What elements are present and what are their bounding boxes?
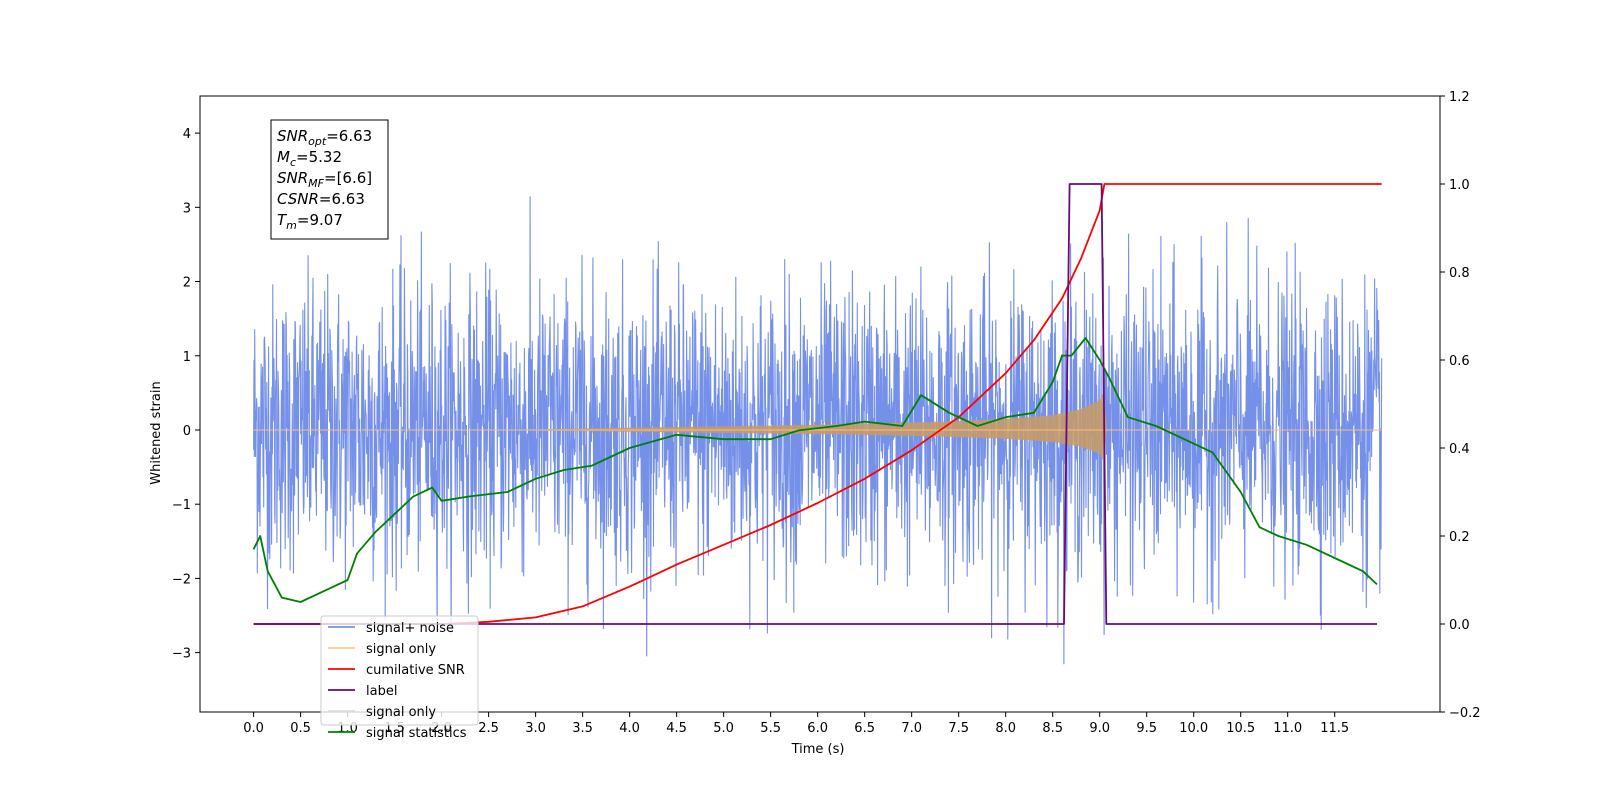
legend: signal+ noise signal only cumilative SNR la… <box>320 615 479 741</box>
right-y-tick-label: 0.8 <box>1449 266 1470 281</box>
legend-frame <box>320 615 479 726</box>
signal-only-band <box>253 391 1382 461</box>
x-tick-label: 9.0 <box>1089 721 1110 736</box>
info-value: =[6.6] <box>324 169 372 187</box>
info-subscript: opt <box>308 135 327 148</box>
x-tick-label: 4.0 <box>619 721 640 736</box>
legend-label: cumilative SNR <box>366 663 465 678</box>
info-symbol: SNR <box>277 127 308 145</box>
x-tick-label: 5.5 <box>760 721 781 736</box>
right-axis-series <box>252 183 1382 625</box>
right-y-tick-label: 0.6 <box>1449 354 1470 369</box>
info-box-line: SNRopt=6.63 <box>277 127 372 148</box>
info-value: =6.63 <box>319 190 365 208</box>
y-tick-label: 3 <box>183 201 191 216</box>
y-tick-label: 0 <box>183 424 191 439</box>
x-tick-label: 5.0 <box>713 721 734 736</box>
info-symbol: SNR <box>277 169 308 187</box>
y-axis-ticks: −3 −2 −1 0 1 2 3 4 <box>172 127 200 662</box>
info-box-line: SNRMF=[6.6] <box>277 169 372 190</box>
x-tick-label: 9.5 <box>1136 721 1157 736</box>
y-tick-label: 1 <box>183 350 191 365</box>
info-symbol: T <box>277 211 288 229</box>
y-axis-label: Whitened strain <box>149 381 164 484</box>
y-tick-label: −3 <box>172 647 191 662</box>
info-box-frame <box>270 119 389 240</box>
info-subscript: MF <box>308 177 324 190</box>
signal-noise-line <box>253 196 1383 665</box>
info-value: =9.07 <box>297 211 343 229</box>
cumilative-snr-line <box>253 183 1382 625</box>
right-y-axis-ticks: −0.2 0.0 0.2 0.4 0.6 0.8 1.0 1.2 <box>1440 90 1481 721</box>
x-axis-label: Time (s) <box>791 742 845 757</box>
x-tick-label: 8.0 <box>995 721 1016 736</box>
x-tick-label: 11.5 <box>1320 721 1349 736</box>
y-tick-label: 4 <box>183 127 191 142</box>
legend-label: signal only <box>366 642 436 657</box>
x-tick-label: 0.0 <box>243 721 264 736</box>
right-y-tick-label: 0.4 <box>1449 442 1470 457</box>
info-box-line: Tm=9.07 <box>277 211 343 232</box>
info-symbol: CSNR <box>277 190 319 208</box>
info-subscript: c <box>290 156 296 169</box>
x-tick-label: 3.5 <box>572 721 593 736</box>
x-tick-label: 8.5 <box>1042 721 1063 736</box>
y-tick-label: 2 <box>183 276 191 291</box>
y-tick-label: −2 <box>172 572 191 587</box>
x-tick-label: 2.5 <box>478 721 499 736</box>
right-y-tick-label: 1.2 <box>1449 90 1470 105</box>
x-tick-label: 10.5 <box>1226 721 1255 736</box>
x-tick-label: 3.0 <box>525 721 546 736</box>
x-tick-label: 4.5 <box>666 721 687 736</box>
right-y-tick-label: −0.2 <box>1449 706 1481 721</box>
right-y-tick-label: 0.2 <box>1449 530 1470 545</box>
legend-label: signal only <box>366 705 436 720</box>
info-value: =5.32 <box>296 148 342 166</box>
plot-area <box>252 183 1383 665</box>
signal-noise-series <box>253 196 1383 665</box>
info-box: SNRopt=6.63Mc=5.32SNRMF=[6.6]CSNR=6.63Tm… <box>270 119 389 240</box>
x-tick-label: 11.0 <box>1273 721 1302 736</box>
axes-frame <box>199 95 1441 713</box>
label-line <box>253 183 1377 625</box>
info-symbol: M <box>277 148 290 166</box>
info-value: =6.63 <box>326 127 372 145</box>
y-tick-label: −1 <box>172 498 191 513</box>
signal-statistics-line <box>252 337 1378 603</box>
x-tick-label: 6.0 <box>807 721 828 736</box>
info-box-line: Mc=5.32 <box>277 148 342 169</box>
info-subscript: m <box>286 219 297 232</box>
info-box-line: CSNR=6.63 <box>277 190 365 208</box>
x-tick-label: 10.0 <box>1179 721 1208 736</box>
right-y-tick-label: 0.0 <box>1449 618 1470 633</box>
x-tick-label: 7.5 <box>948 721 969 736</box>
right-y-tick-label: 1.0 <box>1449 178 1470 193</box>
x-tick-label: 6.5 <box>854 721 875 736</box>
signal-only-series <box>253 391 1382 461</box>
x-tick-label: 0.5 <box>290 721 311 736</box>
legend-label: signal statistics <box>366 726 467 741</box>
legend-label: label <box>366 684 397 699</box>
legend-label: signal+ noise <box>366 621 454 636</box>
x-tick-label: 7.0 <box>901 721 922 736</box>
